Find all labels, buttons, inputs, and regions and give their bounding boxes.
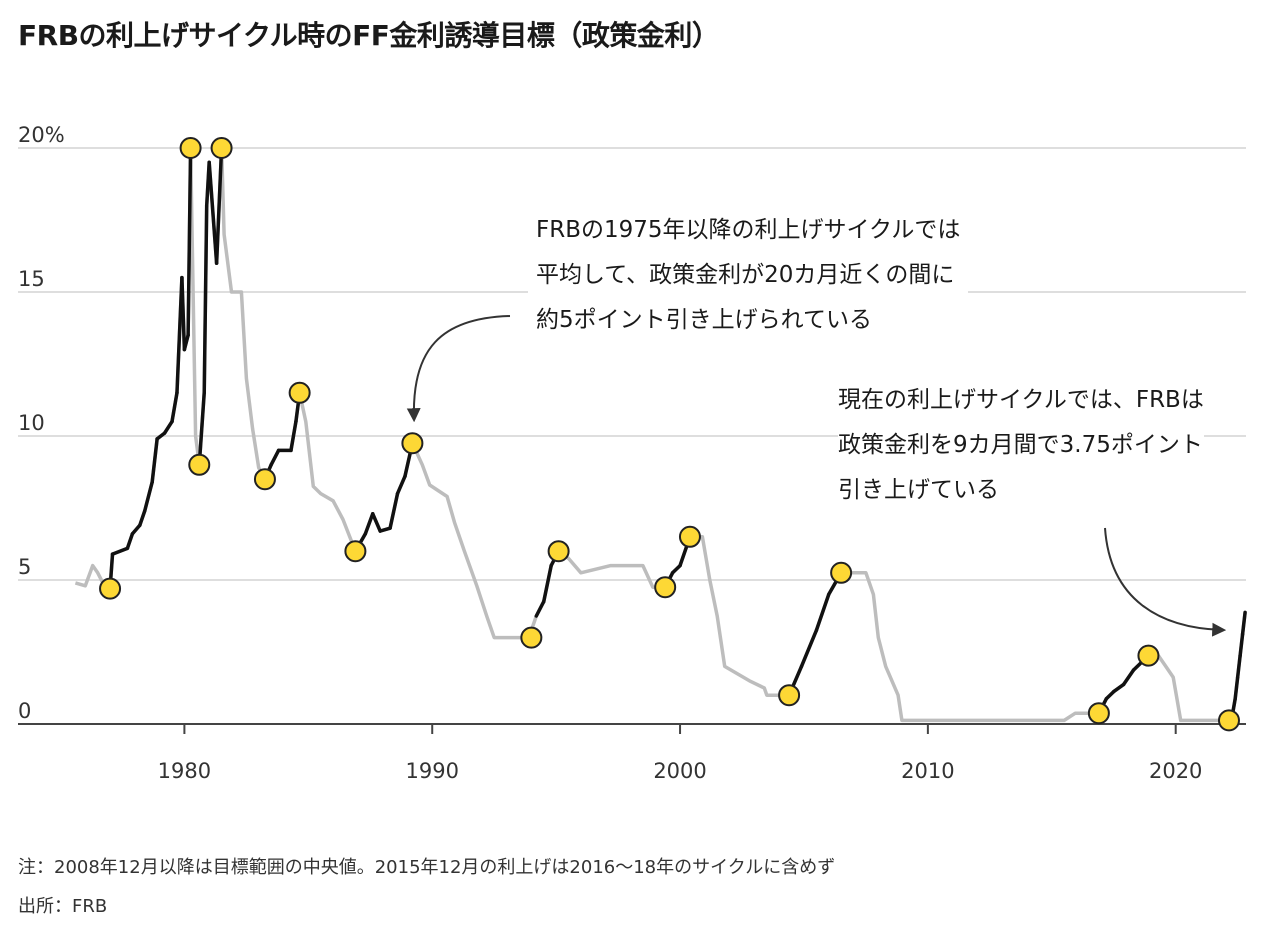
footnote: 注：2008年12月以降は目標範囲の中央値。2015年12月の利上げは2016～…	[18, 857, 836, 878]
hike-segment	[138, 509, 147, 528]
hike-segment	[162, 419, 174, 435]
hike-segment	[142, 480, 154, 513]
annotation-arrows	[406, 315, 1227, 637]
hike-segment	[1233, 675, 1240, 701]
cycle-marker	[344, 540, 367, 563]
hike-segment	[130, 523, 142, 536]
hike-segment	[1111, 682, 1126, 694]
hike-segment	[214, 146, 224, 265]
x-tick-label: 1980	[158, 759, 211, 783]
avg-cycle-arrow	[406, 315, 511, 423]
cycle-marker	[179, 137, 202, 159]
cycle-marker	[288, 381, 311, 404]
hike-segment	[541, 563, 553, 604]
y-tick-label: 20%	[18, 123, 65, 147]
y-tick-label: 5	[18, 555, 31, 579]
hike-segment	[388, 491, 400, 530]
cycle-marker	[830, 561, 853, 584]
cycle-marker	[1087, 702, 1110, 725]
y-tick-label: 10	[18, 411, 45, 435]
cycle-marker	[520, 626, 543, 649]
hike-segment	[186, 146, 193, 337]
cycle-marker	[678, 525, 701, 548]
current-cycle-annotation: 現在の利上げサイクルでは、FRBは 政策金利を9カ月間で3.75ポイント 引き上…	[838, 378, 1204, 513]
hike-segment	[170, 391, 179, 424]
source-note: 出所：FRB	[18, 896, 108, 917]
cycle-marker	[210, 137, 233, 159]
hike-segment	[110, 546, 130, 556]
hike-segment	[289, 419, 298, 453]
cycle-marker	[253, 468, 276, 491]
hike-segment	[182, 333, 190, 352]
hike-segment	[197, 391, 206, 467]
x-tick-label: 2010	[901, 759, 954, 783]
cycle-marker	[547, 540, 570, 563]
hike-segment	[1240, 610, 1247, 636]
cycle-marker	[778, 684, 801, 707]
x-axis-labels: 1980 1990 2000 2010 2020	[158, 724, 1202, 783]
marker-layer	[99, 137, 1240, 732]
hike-segment	[150, 437, 159, 484]
avg-cycle-annotation: FRBの1975年以降の利上げサイクルでは 平均して、政策金利が20カ月近くの間…	[528, 208, 969, 343]
hike-segment	[534, 599, 546, 618]
cycle-marker	[1137, 644, 1160, 667]
hike-segment	[814, 592, 831, 633]
hike-segment	[395, 474, 407, 496]
hike-segment	[370, 512, 382, 533]
hike-segment	[207, 160, 219, 265]
hike-segment	[1235, 653, 1242, 679]
hike-segment	[1238, 632, 1245, 658]
x-tick-label: 2000	[653, 759, 706, 783]
cycle-marker	[1217, 709, 1240, 732]
cycle-marker	[654, 576, 677, 599]
y-axis-labels: 0 5 10 15 20%	[18, 123, 65, 723]
hike-segment	[1121, 668, 1136, 687]
hike-segment	[125, 532, 135, 551]
cycle-marker	[99, 577, 122, 600]
cycle-marker	[401, 432, 424, 455]
hike-segment	[363, 512, 375, 536]
y-tick-label: 0	[18, 699, 31, 723]
series-layer	[74, 146, 1247, 723]
x-tick-label: 1990	[405, 759, 458, 783]
chart-title: FRBの利上げサイクル時のFF金利誘導目標（政策金利）	[18, 19, 720, 52]
hike-segment	[269, 448, 281, 467]
hike-segment	[202, 203, 209, 395]
y-tick-label: 15	[18, 267, 45, 291]
hike-segment	[180, 275, 187, 352]
hike-segment	[799, 628, 819, 669]
current-cycle-arrow	[1104, 527, 1227, 637]
cycle-marker	[188, 453, 211, 476]
x-tick-label: 2020	[1149, 759, 1202, 783]
